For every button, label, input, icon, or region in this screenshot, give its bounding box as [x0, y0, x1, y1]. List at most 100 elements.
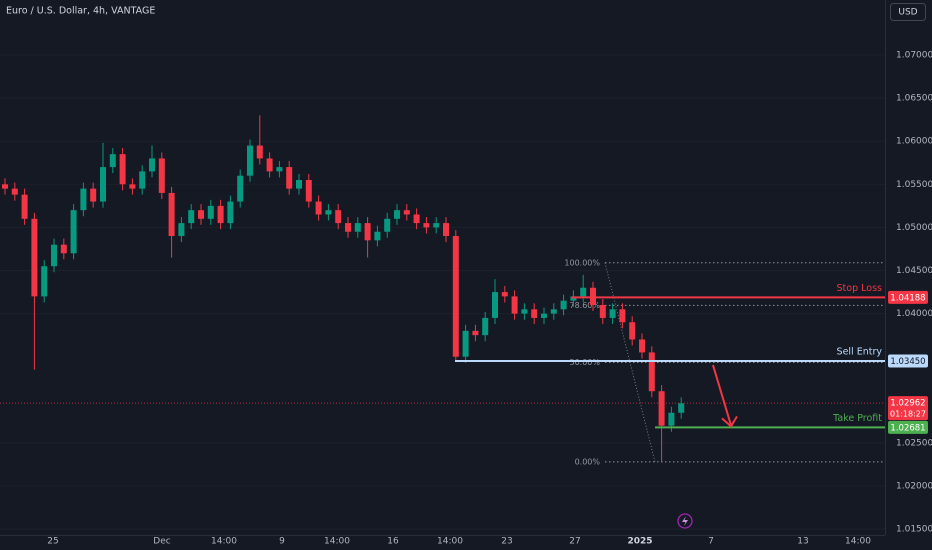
candle-body [423, 223, 430, 228]
level-tag-label: 1.02681 [890, 423, 925, 433]
x-tick-label: 14:00 [845, 537, 871, 547]
y-tick-label: 1.05000 [896, 223, 932, 233]
level-tag [888, 354, 928, 368]
candle-body [384, 218, 391, 232]
candle-body [648, 352, 655, 392]
candle-body [60, 244, 67, 254]
candle-body [207, 205, 214, 219]
candle-body [658, 391, 665, 426]
candle-body [70, 210, 77, 254]
candle-body [2, 184, 8, 189]
candle-body [119, 154, 126, 185]
x-tick-label: 14:00 [324, 537, 350, 547]
candle-body [501, 292, 508, 297]
candle-body [580, 287, 587, 297]
x-tick-label: 7 [708, 537, 714, 547]
x-tick-label: 13 [797, 537, 808, 547]
candle-body [345, 223, 351, 232]
candle-body [11, 188, 18, 195]
candle-body [619, 309, 626, 323]
candle-body [590, 287, 596, 305]
candle-body [90, 188, 97, 202]
candle-body [178, 223, 185, 237]
currency-button-label[interactable]: USD [898, 8, 917, 18]
candle-body [296, 180, 302, 189]
chart-title: Euro / U.S. Dollar, 4h, VANTAGE [6, 6, 155, 17]
candle-body [247, 145, 253, 176]
x-tick-label: 25 [47, 537, 58, 547]
candle-body [521, 309, 528, 314]
candle-body [472, 330, 479, 336]
candle-body [129, 184, 136, 189]
candle-body [599, 305, 606, 318]
x-tick-label: 2025 [627, 537, 652, 547]
candle-body [541, 313, 547, 318]
y-tick-label: 1.01500 [896, 525, 932, 535]
fib-label: 0.00% [575, 457, 601, 466]
candle-body [433, 223, 440, 228]
candle-body [364, 223, 371, 241]
y-tick-label: 1.07000 [896, 51, 932, 61]
candle-body [374, 231, 381, 241]
y-tick-label: 1.05500 [896, 180, 932, 190]
candle-body [452, 236, 459, 357]
candle-body [443, 223, 449, 237]
candle-body [227, 201, 234, 224]
candle-body [256, 145, 263, 159]
y-tick-label: 1.02000 [896, 482, 932, 492]
candle-body [51, 244, 57, 267]
candle-body [80, 188, 87, 211]
fib-label: 100.00% [564, 258, 600, 267]
x-tick-label: Dec [153, 537, 170, 547]
candle-body [139, 171, 146, 189]
y-tick-label: 1.06000 [896, 137, 932, 147]
level-name: Stop Loss [837, 283, 883, 294]
candle-body [639, 339, 645, 353]
last-price-tag [888, 396, 928, 421]
candle-body [217, 205, 224, 224]
candle-body [678, 403, 685, 413]
candle-body [158, 158, 165, 193]
fib-label: 78.60% [569, 301, 600, 310]
candle-body [609, 309, 616, 318]
x-tick-label: 14:00 [437, 537, 463, 547]
candle-body [531, 309, 538, 318]
fib-label: 50.00% [569, 358, 600, 367]
candle-body [560, 300, 567, 310]
candle-body [511, 296, 518, 314]
level-name: Sell Entry [837, 347, 883, 358]
x-tick-label: 9 [279, 537, 285, 547]
candle-body [550, 309, 557, 314]
candle-body [629, 322, 636, 340]
countdown-label: 01:18:27 [890, 410, 926, 419]
last-price-label: 1.02962 [890, 399, 925, 409]
x-tick-label: 16 [387, 537, 399, 547]
candle-body [41, 266, 48, 297]
y-tick-label: 1.02500 [896, 438, 932, 448]
candle-body [31, 218, 38, 297]
candle-body [100, 167, 106, 202]
candle-body [492, 292, 498, 318]
flash-icon-bolt [682, 516, 688, 526]
candle-body [276, 167, 283, 172]
y-tick-label: 1.04000 [896, 309, 932, 319]
candle-body [668, 412, 675, 426]
flash-icon[interactable] [677, 513, 693, 529]
candle-body [482, 317, 489, 336]
candle-body [198, 210, 204, 219]
candle-body [325, 210, 332, 215]
x-tick-label: 14:00 [211, 537, 237, 547]
candle-body [413, 214, 420, 224]
currency-button[interactable] [890, 3, 926, 21]
candle-body [266, 158, 273, 172]
candle-body [168, 192, 175, 237]
level-name: Take Profit [832, 413, 882, 424]
arrow-head [721, 415, 738, 428]
candle-body [149, 158, 155, 172]
arrow-shaft [712, 364, 732, 426]
candle-body [354, 223, 361, 232]
candle-body [462, 330, 469, 357]
level-tag-label: 1.03450 [890, 357, 925, 367]
